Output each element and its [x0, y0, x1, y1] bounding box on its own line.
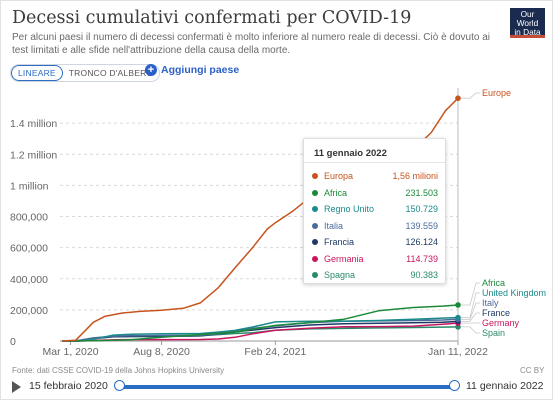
tooltip-dot: [312, 239, 318, 245]
tooltip-divider: [304, 162, 445, 163]
logo-line1: Our World: [516, 9, 539, 28]
series-line-africa: [61, 304, 459, 342]
tooltip-series-value: 1,56 milioni: [392, 171, 438, 181]
tooltip-series-value: 90.383: [410, 270, 438, 280]
timeline-start-handle[interactable]: [114, 380, 125, 391]
tooltip-row: Regno Unito 150.729: [312, 202, 438, 216]
end-label-africa: Africa: [482, 278, 505, 288]
end-label-germany: Germany: [482, 318, 520, 328]
logo-line2: in Data: [514, 27, 541, 37]
series-line-france: [62, 320, 459, 342]
tooltip-series-name: Germania: [324, 253, 364, 264]
tooltip-dot: [312, 189, 318, 196]
tooltip-series-name: Europa: [324, 171, 354, 181]
x-tick-label: Aug 8, 2020: [133, 346, 190, 358]
timeline-end-handle[interactable]: [449, 380, 460, 391]
add-country-button[interactable]: + Aggiungi paese: [145, 64, 239, 76]
scale-toggle: LINEARE TRONCO D'ALBERO: [10, 64, 161, 82]
series-endpoint-united-kingdom: [455, 314, 461, 321]
series-line-united-kingdom: [62, 316, 459, 342]
timeline: 15 febbraio 2020 11 gennaio 2022: [0, 377, 553, 397]
license-link[interactable]: CC BY: [520, 366, 545, 375]
tooltip-series-name: Italia: [324, 220, 344, 231]
x-tick-label: Feb 24, 2021: [244, 346, 306, 358]
end-label-connector: [461, 292, 480, 318]
end-label-italy: Italy: [482, 298, 499, 308]
series-endpoint-africa: [455, 302, 461, 308]
end-label-connector: [461, 302, 480, 320]
timeline-track[interactable]: [119, 385, 455, 389]
y-tick-label: 400,000: [10, 274, 48, 286]
tooltip-row: Francia 126.124: [312, 235, 438, 249]
tooltip-dot: [312, 173, 318, 179]
plus-icon: +: [145, 64, 157, 76]
play-icon[interactable]: [12, 381, 21, 393]
tooltip-series-value: 114.739: [406, 253, 438, 264]
owid-logo[interactable]: Our World in Data: [510, 8, 545, 38]
hover-tooltip: 11 gennaio 2022 Europa 1,56 milioni Africa…: [303, 138, 446, 284]
tooltip-series-name: Africa: [324, 187, 348, 198]
y-tick-label: 1.4 million: [10, 118, 57, 130]
tooltip-series-name: Francia: [324, 237, 355, 247]
tooltip-series-value: 231.503: [405, 187, 438, 198]
tooltip-row: Spagna 90.383: [312, 268, 438, 282]
tooltip-series-value: 150.729: [405, 204, 438, 214]
tooltip-series-value: 126.124: [405, 237, 438, 247]
end-label-connector: [461, 312, 480, 322]
y-tick-label: 0: [10, 336, 16, 348]
tooltip-dot: [312, 206, 318, 212]
end-label-connector: [461, 326, 480, 334]
tooltip-row: Africa 231.503: [312, 186, 438, 200]
timeline-fill: [119, 385, 455, 389]
end-label-spain: Spain: [482, 328, 505, 338]
y-tick-label: 1.2 million: [10, 149, 57, 161]
y-tick-label: 1 million: [10, 180, 49, 192]
series-endpoint-europe: [455, 95, 461, 102]
tooltip-series-value: 139.559: [405, 220, 438, 231]
scale-log-button[interactable]: TRONCO D'ALBERO: [68, 68, 154, 78]
timeline-end-label: 11 gennaio 2022: [466, 380, 544, 392]
y-tick-label: 800,000: [10, 212, 48, 224]
y-tick-label: 200,000: [10, 305, 48, 317]
x-tick-label: Mar 1, 2020: [43, 346, 99, 358]
tooltip-series-name: Regno Unito: [324, 204, 375, 214]
end-label-connector: [461, 282, 480, 306]
chart-subtitle: Per alcuni paesi il numero di decessi co…: [12, 32, 491, 56]
source-note: Fonte: dati CSSE COVID-19 della Johns Ho…: [12, 366, 225, 375]
timeline-start-label: 15 febbraio 2020: [29, 380, 108, 392]
tooltip-row: Germania 114.739: [312, 252, 438, 266]
tooltip-date: 11 gennaio 2022: [314, 148, 387, 159]
end-label-europe: Europe: [482, 88, 511, 98]
tooltip-dot: [312, 272, 318, 278]
tooltip-series-name: Spagna: [324, 270, 356, 280]
end-label-france: France: [482, 308, 510, 318]
tooltip-dot: [312, 222, 318, 229]
tooltip-row: Italia 139.559: [312, 219, 438, 233]
end-label-united-kingdom: United Kingdom: [482, 288, 546, 298]
y-tick-label: 600,000: [10, 243, 48, 255]
chart-title: Decessi cumulativi confermati per COVID-…: [12, 8, 412, 28]
end-label-connector: [461, 92, 480, 99]
scale-linear-button[interactable]: LINEARE: [11, 65, 63, 81]
tooltip-row: Europa 1,56 milioni: [312, 169, 438, 183]
x-tick-label: Jan 11, 2022: [428, 346, 488, 358]
add-country-label: Aggiungi paese: [161, 64, 240, 76]
tooltip-dot: [312, 255, 318, 262]
